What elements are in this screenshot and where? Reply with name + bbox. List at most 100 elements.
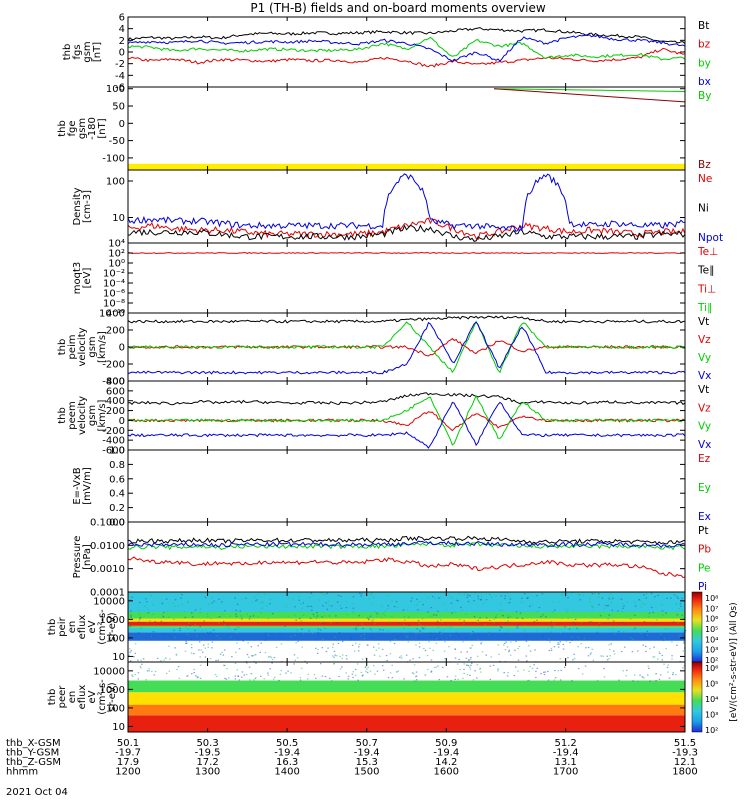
heatmap-speckle-dot xyxy=(505,641,507,643)
heatmap-speckle-dot xyxy=(174,599,177,601)
heatmap-speckle-dot xyxy=(536,667,539,669)
heatmap-speckle-dot xyxy=(565,608,568,611)
panel-efield: 1.0 0.8 0.6 0.4 0.2 0.0 E=-VxB[mV/m] Ez Ey Ex xyxy=(72,446,711,529)
heatmap-speckle-dot xyxy=(556,643,559,645)
heatmap-speckle-dot xyxy=(346,614,349,616)
heatmap-speckle-dot xyxy=(430,606,433,609)
heatmap-speckle-dot xyxy=(562,643,565,646)
heatmap-speckle-dot xyxy=(477,595,479,597)
x-row-label: hhmm xyxy=(6,767,38,778)
heatmap-speckle-dot xyxy=(376,615,378,617)
y-axis-label-line: (cm²-s- xyxy=(97,679,108,715)
heatmap-speckle-dot xyxy=(358,646,360,648)
heatmap-speckle-dot xyxy=(559,679,562,681)
heatmap-speckle-dot xyxy=(415,604,418,606)
heatmap-speckle-dot xyxy=(645,650,647,653)
x-row-value: 1700 xyxy=(553,767,578,778)
heatmap-speckle-dot xyxy=(374,623,376,625)
heatmap-speckle-dot xyxy=(643,677,645,679)
heatmap-speckle-dot xyxy=(259,675,262,677)
series-line-pressure-1 xyxy=(127,556,686,579)
heatmap-speckle-dot xyxy=(333,650,336,653)
heatmap-speckle-dot xyxy=(287,670,289,672)
panel-density: 100 10 Density[cm-3] Ne Ni Npot xyxy=(72,169,723,244)
heatmap-speckle-dot xyxy=(643,620,646,623)
heatmap-speckle-dot xyxy=(465,613,467,615)
heatmap-speckle-dot xyxy=(434,636,436,638)
heatmap-speckle-dot xyxy=(484,624,486,626)
y-axis-label-line: fge xyxy=(67,120,78,136)
heatmap-speckle-dot xyxy=(548,649,551,652)
heatmap-speckle-dot xyxy=(203,620,205,622)
heatmap-speckle-dot xyxy=(471,644,474,646)
heatmap-speckle-dot xyxy=(518,645,521,648)
heatmap-speckle-dot xyxy=(543,673,546,676)
heatmap-speckle-dot xyxy=(441,666,444,668)
y-axis-label: thbfgegsm-180[nT] xyxy=(57,117,108,140)
heatmap-speckle-dot xyxy=(432,649,434,651)
y-tick-label: 0.0010 xyxy=(90,564,125,575)
heatmap-speckle-dot xyxy=(653,656,656,658)
colorbar-tick-label: 10⁸ xyxy=(705,594,718,603)
heatmap-speckle-dot xyxy=(240,616,243,618)
heatmap-speckle-dot xyxy=(357,624,359,627)
heatmap-speckle-dot xyxy=(435,642,438,644)
heatmap-speckle-dot xyxy=(361,658,364,660)
heatmap-speckle-dot xyxy=(317,614,319,616)
legend-label: Pb xyxy=(698,544,711,556)
heatmap-speckle-dot xyxy=(313,674,316,676)
heatmap-speckle-dot xyxy=(557,670,560,672)
heatmap-speckle-dot xyxy=(368,617,370,620)
heatmap-speckle-dot xyxy=(358,615,361,617)
heatmap-speckle-dot xyxy=(599,615,602,617)
panel-peer: 10000 1000 100 10 thbpeerenefluxeV(cm²-s-sr-… xyxy=(47,661,686,733)
legend-label: Vx xyxy=(698,370,711,382)
heatmap-speckle-dot xyxy=(291,597,294,600)
heatmap-speckle-dot xyxy=(672,621,675,623)
heatmap-speckle-dot xyxy=(186,675,188,677)
colorbar-tick-label: 10⁶ xyxy=(705,664,718,673)
series-line-peim-2 xyxy=(127,320,686,374)
heatmap-speckle-dot xyxy=(660,636,662,639)
heatmap-speckle-dot xyxy=(658,651,660,653)
heatmap-speckle-dot xyxy=(369,593,371,595)
heatmap-speckle-dot xyxy=(305,625,307,627)
heatmap-speckle-dot xyxy=(260,642,262,644)
heatmap-speckle-dot xyxy=(190,652,193,654)
heatmap-speckle-dot xyxy=(652,656,654,658)
heatmap-speckle-dot xyxy=(676,614,679,616)
heatmap-speckle-dot xyxy=(137,672,140,674)
heatmap-speckle-dot xyxy=(435,637,438,640)
heatmap-speckle-dot xyxy=(316,652,319,654)
y-axis-label-line: eV xyxy=(87,620,98,633)
y-tick-label: 10⁻¹⁰ xyxy=(99,309,125,320)
heatmap-speckle-dot xyxy=(321,647,324,649)
heatmap-speckle-dot xyxy=(503,642,506,644)
heatmap-speckle-dot xyxy=(371,636,373,639)
heatmap-speckle-dot xyxy=(427,669,429,671)
heatmap-speckle-dot xyxy=(542,671,545,673)
heatmap-speckle-dot xyxy=(552,601,555,603)
heatmap-speckle-dot xyxy=(516,625,519,627)
heatmap-speckle-dot xyxy=(519,612,522,614)
heatmap-speckle-dot xyxy=(400,655,403,657)
series-line-peem-0 xyxy=(127,392,686,406)
y-tick-label: 10 xyxy=(112,652,125,663)
heatmap-speckle-dot xyxy=(535,630,538,632)
heatmap-speckle-dot xyxy=(622,607,624,609)
y-tick-label: 0.8 xyxy=(109,460,125,471)
panel-background xyxy=(128,243,685,313)
heatmap-speckle-dot xyxy=(369,670,372,672)
heatmap-speckle-dot xyxy=(267,674,270,676)
heatmap-speckle-dot xyxy=(683,642,685,645)
flag-bar xyxy=(128,163,685,171)
heatmap-speckle-dot xyxy=(679,603,682,605)
heatmap-speckle-dot xyxy=(130,610,132,612)
heatmap-speckle-dot xyxy=(148,668,150,670)
heatmap-speckle-dot xyxy=(421,627,424,629)
heatmap-speckle-dot xyxy=(590,652,592,654)
heatmap-speckle-dot xyxy=(507,620,509,622)
heatmap-speckle-dot xyxy=(462,641,464,643)
heatmap-speckle-dot xyxy=(499,609,501,612)
heatmap-speckle-dot xyxy=(507,614,510,617)
